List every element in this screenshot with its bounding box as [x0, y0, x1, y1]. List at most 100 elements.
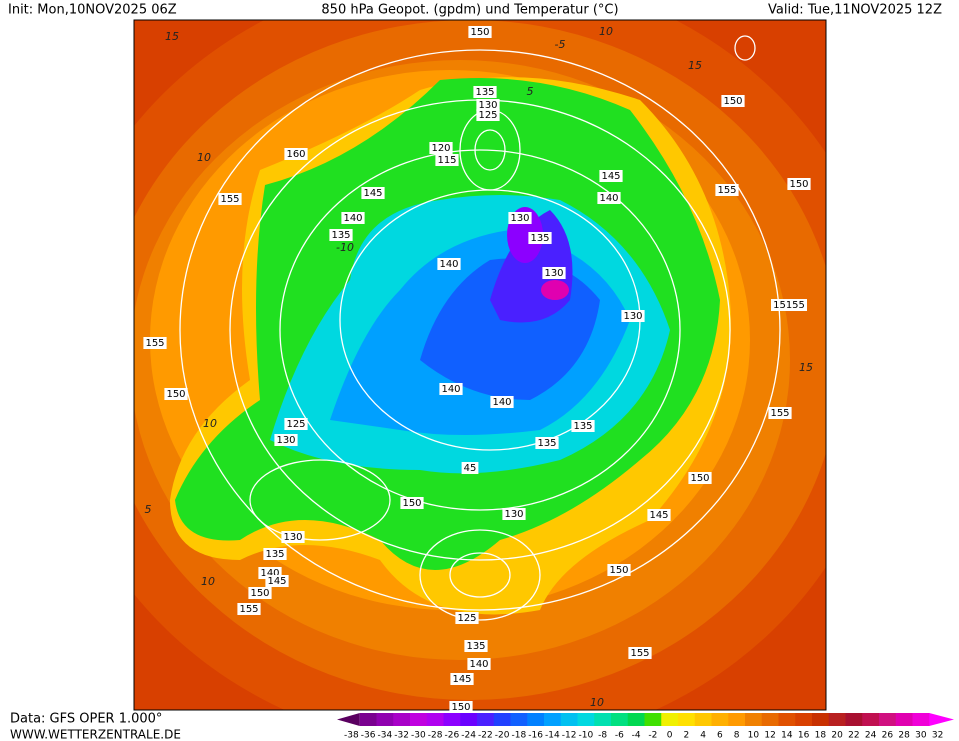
scale-swatch — [594, 713, 612, 726]
scale-label: 12 — [764, 731, 775, 741]
geopotential-label: 135 — [475, 87, 494, 98]
geopotential-label: 150 — [402, 498, 421, 509]
label-box — [461, 462, 479, 474]
geopotential-label: 155 — [630, 648, 649, 659]
scale-swatch — [711, 713, 729, 726]
geopotential-label: 155 — [717, 185, 736, 196]
geopotential-label: 140 — [439, 259, 458, 270]
label-box — [688, 472, 712, 484]
label-box — [429, 142, 453, 154]
geopotential-label: 150 — [690, 473, 709, 484]
scale-label: 2 — [684, 731, 690, 741]
label-box — [771, 299, 807, 311]
geopotential-label: 125 — [478, 110, 497, 121]
scale-label: -10 — [579, 731, 594, 741]
temperature-label: 5 — [527, 85, 534, 98]
temperature-label: 10 — [201, 575, 215, 588]
scale-swatch — [895, 713, 913, 726]
label-box — [284, 418, 308, 430]
label-box — [768, 407, 792, 419]
geopotential-label: 145 — [452, 674, 471, 685]
label-box — [284, 148, 308, 160]
scale-label: -36 — [361, 731, 376, 741]
map-title: 850 hPa Geopot. (gpdm) und Temperatur (°… — [321, 3, 618, 18]
scale-label: -28 — [428, 731, 443, 741]
scale-label: -38 — [344, 731, 359, 741]
scale-swatch — [728, 713, 746, 726]
geopotential-label: 140 — [599, 193, 618, 204]
label-box — [263, 548, 287, 560]
label-box — [647, 509, 671, 521]
geopotential-label: 145 — [363, 188, 382, 199]
scale-label: 30 — [915, 731, 927, 741]
label-box — [437, 258, 461, 270]
scale-swatch — [879, 713, 897, 726]
label-box — [535, 437, 559, 449]
geopotential-label: 145 — [267, 576, 286, 587]
scale-label: -30 — [411, 731, 426, 741]
scale-label: -34 — [378, 731, 393, 741]
scale-swatch — [627, 713, 645, 726]
geopotential-label: 135 — [573, 421, 592, 432]
scale-swatch — [493, 713, 511, 726]
geopotential-label: 120 — [431, 143, 450, 154]
label-box — [502, 508, 526, 520]
label-box — [571, 420, 595, 432]
label-box — [607, 564, 631, 576]
label-box — [281, 531, 305, 543]
label-box — [449, 701, 473, 713]
geopotential-label: 135 — [265, 549, 284, 560]
geopotential-label: 130 — [544, 268, 563, 279]
geopotential-label: 140 — [469, 659, 488, 670]
scale-label: 18 — [815, 731, 827, 741]
scale-swatch — [761, 713, 779, 726]
label-box — [476, 109, 500, 121]
scale-swatch — [694, 713, 712, 726]
temperature-label: 15 — [799, 361, 813, 374]
label-box — [467, 658, 491, 670]
geopotential-label: 150 — [250, 588, 269, 599]
temperature-label: 15 — [165, 30, 179, 43]
label-box — [265, 575, 289, 587]
scale-swatch — [611, 713, 629, 726]
scale-swatch — [544, 713, 562, 726]
label-box — [476, 99, 500, 111]
scale-label: 28 — [898, 731, 910, 741]
label-box — [435, 154, 459, 166]
scale-label: -14 — [545, 731, 560, 741]
scale-label: 26 — [882, 731, 894, 741]
scale-swatch — [376, 713, 394, 726]
geopotential-label: 150 — [789, 179, 808, 190]
label-box — [164, 388, 188, 400]
scale-label: -4 — [632, 731, 641, 741]
label-box — [455, 612, 479, 624]
scale-swatch — [828, 713, 846, 726]
label-box — [721, 95, 745, 107]
geopotential-label: 155 — [770, 408, 789, 419]
scale-swatch — [527, 713, 545, 726]
scale-swatch — [678, 713, 696, 726]
geopotential-label: 140 — [441, 384, 460, 395]
label-box — [473, 86, 497, 98]
label-box — [715, 184, 739, 196]
label-box — [490, 396, 514, 408]
label-box — [218, 193, 242, 205]
label-box — [599, 170, 623, 182]
scale-label: -12 — [562, 731, 577, 741]
label-box — [248, 587, 272, 599]
scale-label: 14 — [781, 731, 793, 741]
label-box — [628, 647, 652, 659]
scale-swatch — [862, 713, 880, 726]
label-box — [341, 212, 365, 224]
label-box — [361, 187, 385, 199]
scale-swatch — [812, 713, 830, 726]
scale-label: 16 — [798, 731, 810, 741]
scale-swatch — [359, 713, 377, 726]
label-box — [597, 192, 621, 204]
geopotential-label: 160 — [286, 149, 305, 160]
geopotential-label: 130 — [276, 435, 295, 446]
geopotential-label: 140 — [260, 568, 279, 579]
scale-swatch — [393, 713, 411, 726]
scale-swatch — [577, 713, 595, 726]
label-box — [621, 310, 645, 322]
